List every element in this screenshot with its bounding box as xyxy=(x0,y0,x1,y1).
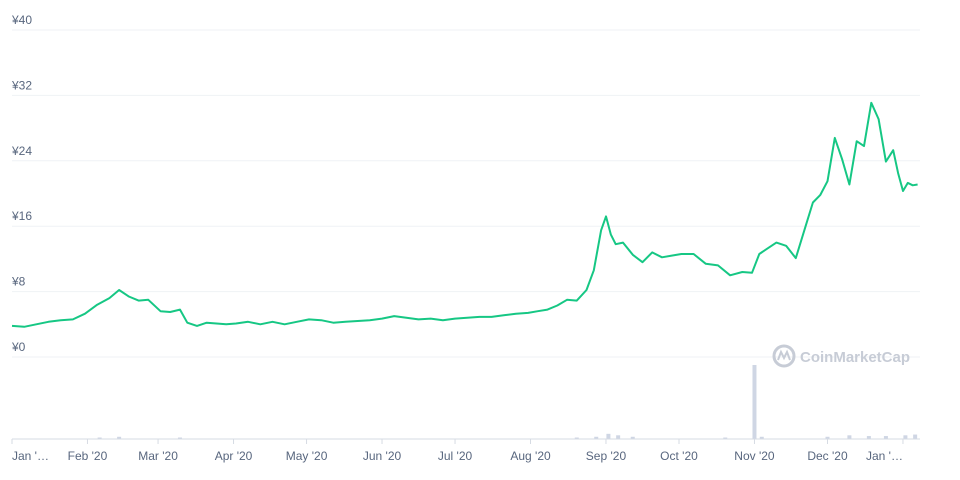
volume-bar xyxy=(913,434,918,439)
x-tick-label: Jan '… xyxy=(12,449,49,463)
volume-bar xyxy=(117,436,122,439)
watermark: CoinMarketCap xyxy=(772,344,910,368)
x-tick-label: Dec '20 xyxy=(807,449,848,463)
y-tick-label: ¥32 xyxy=(11,78,32,92)
volume-bar xyxy=(630,436,635,439)
y-axis: ¥0 ¥8 ¥16 ¥24 ¥32 ¥40 xyxy=(11,13,32,354)
volume-bar xyxy=(866,436,871,439)
y-tick-label: ¥40 xyxy=(11,13,32,27)
grid-lines xyxy=(12,29,920,358)
y-tick-label: ¥8 xyxy=(11,275,26,289)
y-tick-label: ¥0 xyxy=(11,340,26,354)
volume-bar xyxy=(847,435,852,439)
x-tick-label: Mar '20 xyxy=(138,449,178,463)
x-tick-label: Sep '20 xyxy=(586,449,627,463)
coinmarketcap-logo-icon xyxy=(772,344,796,368)
volume-bar xyxy=(723,437,728,439)
x-tick-label: Oct '20 xyxy=(660,449,698,463)
volume-bar xyxy=(616,435,621,439)
y-tick-label: ¥16 xyxy=(11,209,32,223)
x-tick-label: Jul '20 xyxy=(438,449,473,463)
x-tick-label: Jun '20 xyxy=(363,449,402,463)
volume-bar xyxy=(177,437,182,439)
volume-bar xyxy=(97,437,102,439)
volume-bar xyxy=(594,436,599,439)
volume-bar xyxy=(759,436,764,439)
coinmarketcap-logo-wave-icon xyxy=(777,349,791,361)
volume-bar xyxy=(825,436,830,439)
volume-bar xyxy=(903,435,908,439)
x-tick-label: Jan '… xyxy=(866,449,903,463)
volume-bar xyxy=(574,437,579,439)
x-tick-label: Feb '20 xyxy=(68,449,108,463)
volume-bars xyxy=(97,365,918,439)
x-tick-label: Apr '20 xyxy=(215,449,253,463)
volume-bar xyxy=(752,365,757,439)
x-tick-label: Nov '20 xyxy=(734,449,775,463)
price-line[interactable] xyxy=(11,101,918,328)
x-axis: Jan '… Feb '20 Mar '20 Apr '20 May '20 Jun '2… xyxy=(11,438,920,463)
x-tick-label: May '20 xyxy=(286,449,328,463)
watermark-text: CoinMarketCap xyxy=(800,349,910,366)
y-tick-label: ¥24 xyxy=(11,144,32,158)
volume-bar xyxy=(883,436,888,439)
volume-bar xyxy=(606,433,611,439)
x-tick-label: Aug '20 xyxy=(510,449,551,463)
